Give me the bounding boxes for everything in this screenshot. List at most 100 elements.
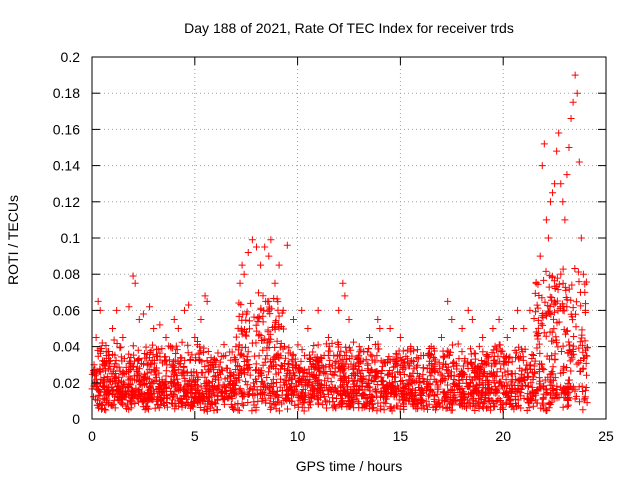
data-point-band: [237, 350, 245, 358]
data-point-band: [255, 331, 263, 339]
data-point-band: [533, 399, 541, 407]
data-point: [540, 140, 548, 148]
data-point-band: [368, 400, 376, 408]
data-point: [579, 270, 587, 278]
data-point-band: [460, 390, 468, 398]
data-point-band: [355, 366, 363, 374]
data-point-band: [581, 393, 589, 401]
data-point-band: [573, 360, 581, 368]
data-point-band: [283, 366, 291, 374]
data-point: [197, 315, 205, 323]
data-point-band: [155, 369, 163, 377]
data-point: [514, 306, 522, 314]
data-point-band: [497, 365, 505, 373]
data-point: [581, 306, 589, 314]
data-point-band: [444, 351, 452, 359]
data-point-band: [431, 392, 439, 400]
data-point-band: [500, 389, 508, 397]
data-point: [257, 261, 265, 269]
data-point: [386, 325, 394, 332]
y-axis-label: ROTI / TECUs: [5, 195, 21, 285]
data-point-band: [124, 400, 132, 408]
data-point-band: [91, 365, 99, 373]
data-point-band: [99, 360, 107, 368]
data-point: [240, 270, 248, 278]
data-point-band: [447, 406, 455, 414]
data-point-band: [581, 280, 589, 288]
data-point: [544, 234, 552, 242]
data-point-band: [570, 333, 578, 341]
data-point-band: [296, 396, 304, 404]
data-point-band: [112, 380, 120, 388]
data-point-band: [474, 390, 482, 398]
data-point-band: [334, 389, 342, 397]
data-point-band: [580, 354, 588, 362]
data-point-band: [152, 397, 160, 405]
data-point-band: [326, 356, 334, 364]
data-point-band: [402, 391, 410, 399]
data-point-band: [488, 385, 496, 393]
data-point-band: [102, 406, 110, 414]
data-points: [88, 71, 591, 415]
data-point: [520, 325, 528, 332]
data-point-band: [134, 356, 142, 364]
data-point-band: [119, 368, 127, 376]
data-point-band: [417, 390, 425, 398]
data-point: [335, 306, 343, 314]
data-point: [232, 343, 240, 351]
data-point-band: [569, 304, 577, 312]
data-point-band: [507, 378, 515, 386]
data-point-band: [382, 399, 390, 407]
data-point-band: [507, 370, 515, 378]
data-point-band: [523, 365, 531, 373]
data-point-band: [536, 349, 544, 357]
data-point-band: [548, 328, 556, 336]
data-point-band: [210, 373, 218, 381]
data-point: [252, 243, 260, 251]
data-point-band: [553, 339, 561, 347]
data-point: [135, 315, 143, 323]
data-point-band: [483, 373, 491, 381]
data-point-band: [110, 336, 118, 344]
data-point: [489, 325, 497, 332]
data-point-band: [418, 403, 426, 411]
data-point-band: [344, 383, 352, 391]
data-point-band: [322, 404, 330, 412]
data-point: [139, 310, 147, 318]
data-point-band: [259, 389, 267, 397]
data-point-band: [379, 393, 387, 401]
data-point: [146, 303, 154, 311]
data-point-band: [583, 371, 591, 379]
data-point-band: [548, 381, 556, 389]
data-point-band: [575, 398, 583, 406]
data-point-band: [353, 382, 361, 390]
data-point-band: [550, 308, 558, 316]
data-point-band: [264, 368, 272, 376]
data-point: [150, 325, 158, 332]
data-point-band: [238, 400, 246, 408]
data-point-band: [228, 348, 236, 356]
data-point-band: [564, 395, 572, 403]
data-point-band: [471, 407, 479, 415]
data-point-band: [180, 364, 188, 372]
data-point-band: [204, 379, 212, 387]
data-point-band: [367, 351, 375, 359]
data-point-band: [559, 279, 567, 287]
data-point-band: [412, 395, 420, 403]
data-point-band: [457, 396, 465, 404]
data-point-band: [141, 373, 149, 381]
data-point-band: [330, 402, 338, 410]
data-point-band: [458, 385, 466, 393]
data-point: [244, 248, 252, 256]
data-point-band: [106, 365, 114, 373]
data-point-band: [502, 376, 510, 384]
data-point-band: [253, 391, 261, 399]
data-point-band: [409, 402, 417, 410]
data-point-band: [276, 343, 284, 351]
data-point-band: [212, 400, 220, 408]
data-point-band: [273, 379, 281, 387]
data-point-band: [520, 376, 528, 384]
data-point-band: [396, 354, 404, 362]
data-point-band: [327, 378, 335, 386]
data-point: [444, 297, 452, 305]
